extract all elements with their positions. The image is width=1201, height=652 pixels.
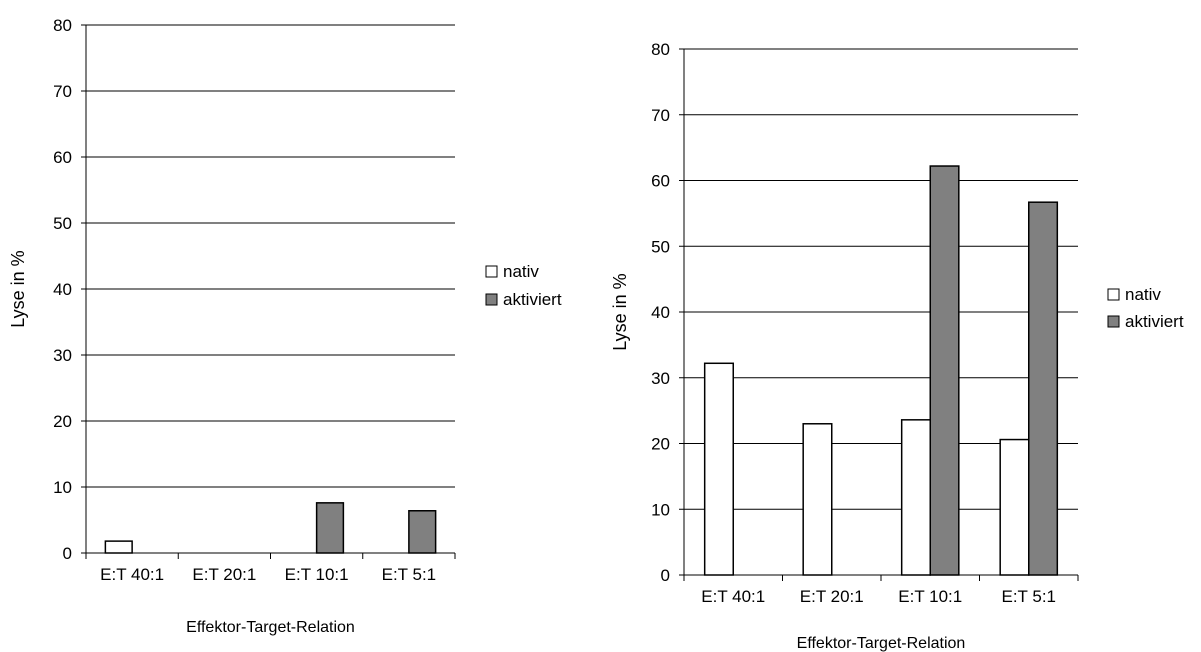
y-axis-label: Lyse in % <box>8 250 28 327</box>
legend-label: nativ <box>503 262 539 281</box>
y-tick-label: 10 <box>651 500 670 519</box>
y-tick-label: 60 <box>651 172 670 191</box>
bar-nativ <box>104 540 133 554</box>
x-tick-label: E:T 20:1 <box>800 587 864 606</box>
bar-aktiviert <box>929 165 960 576</box>
y-tick-label: 10 <box>53 478 72 497</box>
y-tick-label: 20 <box>53 412 72 431</box>
bar-aktiviert <box>315 502 345 554</box>
y-tick-label: 80 <box>53 16 72 35</box>
legend-swatch-nativ <box>1107 288 1120 301</box>
y-tick-label: 30 <box>651 369 670 388</box>
y-axis-label: Lyse in % <box>610 273 630 350</box>
x-tick-label: E:T 40:1 <box>701 587 765 606</box>
x-tick-label: E:T 20:1 <box>192 565 256 584</box>
legend-swatch-aktiviert <box>485 293 498 306</box>
y-tick-label: 70 <box>53 82 72 101</box>
legend-swatch-aktiviert <box>1107 315 1120 328</box>
bar-nativ <box>802 423 833 576</box>
y-tick-label: 0 <box>63 544 72 563</box>
x-tick-label: E:T 5:1 <box>1002 587 1057 606</box>
x-tick-label: E:T 10:1 <box>898 587 962 606</box>
bar-aktiviert <box>1028 201 1059 576</box>
x-tick-label: E:T 10:1 <box>285 565 349 584</box>
bar-nativ <box>999 438 1030 576</box>
chart-1: 0 10 20 30 40 50 60 70 80 E:T 40:1 E:T 20:1 E:T 10:… <box>8 16 562 636</box>
y-tick-label: 0 <box>661 566 670 585</box>
y-tick-label: 70 <box>651 106 670 125</box>
legend-label: nativ <box>1125 285 1161 304</box>
x-axis-label: Effektor-Target-Relation <box>186 619 355 636</box>
x-axis-label: Effektor-Target-Relation <box>797 635 966 652</box>
y-tick-label: 60 <box>53 148 72 167</box>
y-tick-label: 40 <box>53 280 72 299</box>
y-tick-label: 50 <box>651 237 670 256</box>
chart-2: 0 10 20 30 40 50 60 70 80 E:T 40:1 E:T 20:1 E:T 10:… <box>610 40 1184 652</box>
legend-label: aktiviert <box>503 290 562 309</box>
y-tick-label: 50 <box>53 214 72 233</box>
legend-label: aktiviert <box>1125 312 1184 331</box>
y-tick-label: 80 <box>651 40 670 59</box>
y-tick-label: 20 <box>651 435 670 454</box>
bar-aktiviert <box>408 510 437 554</box>
y-tick-label: 40 <box>651 303 670 322</box>
x-tick-label: E:T 5:1 <box>382 565 437 584</box>
legend-swatch-nativ <box>485 265 498 278</box>
y-tick-label: 30 <box>53 346 72 365</box>
bar-nativ <box>900 419 931 576</box>
x-tick-label: E:T 40:1 <box>100 565 164 584</box>
bar-nativ <box>703 362 734 576</box>
